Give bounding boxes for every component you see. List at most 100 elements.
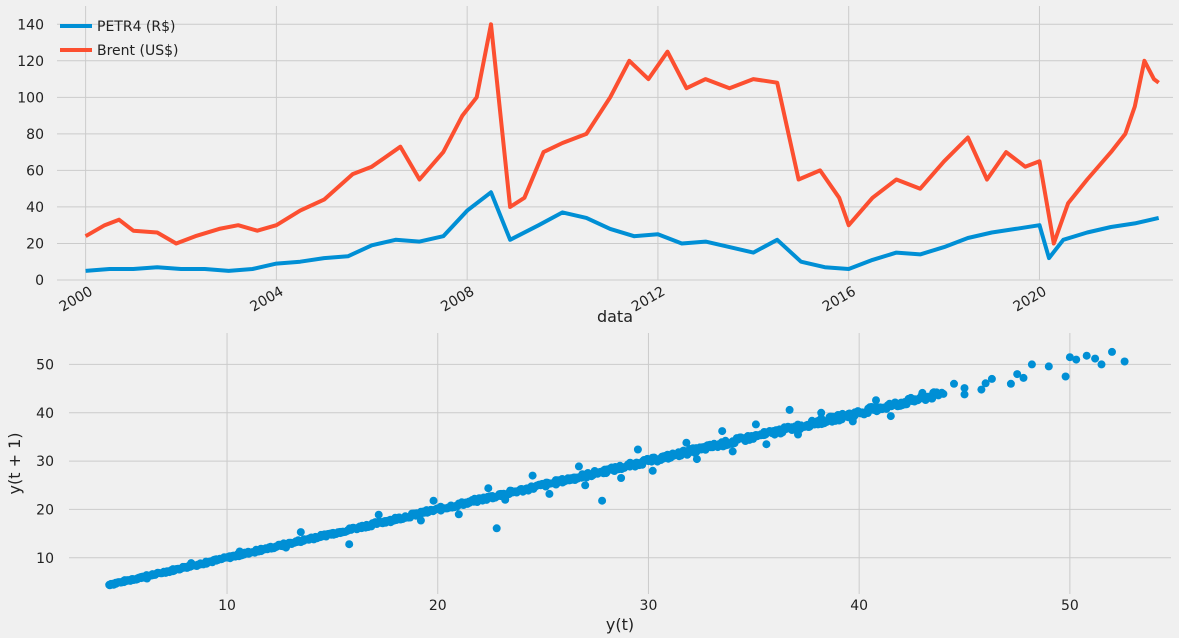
- scatter-point: [751, 420, 760, 429]
- scatter-point: [244, 548, 253, 557]
- scatter-point: [545, 489, 554, 498]
- scatter-point: [117, 578, 126, 587]
- scatter-point: [633, 445, 642, 454]
- scatter-point: [718, 427, 727, 436]
- scatter-point: [1091, 354, 1100, 363]
- scatter-point: [1120, 357, 1129, 366]
- scatter-point: [497, 489, 505, 498]
- scatter-point: [648, 466, 657, 475]
- y-tick-label: 80: [26, 127, 44, 143]
- y-tick-label: 40: [26, 200, 44, 216]
- y-tick-label: 100: [17, 90, 44, 106]
- scatter-point: [1082, 351, 1091, 360]
- scatter-point: [987, 374, 996, 383]
- scatter-point: [728, 447, 737, 456]
- scatter-point: [412, 509, 421, 518]
- scatter-point: [159, 567, 168, 576]
- scatter-point: [223, 553, 231, 562]
- x-tick-label: 2012: [629, 284, 668, 316]
- scatter-point: [423, 507, 432, 516]
- scatter-point: [328, 529, 337, 538]
- scatter-point: [770, 427, 779, 436]
- legend-label: PETR4 (R$): [97, 19, 175, 35]
- scatter-point: [848, 417, 857, 426]
- scatter-point: [872, 396, 880, 405]
- x-tick-label: 2016: [820, 284, 859, 316]
- scatter-point: [345, 540, 354, 549]
- scatter-point: [212, 556, 221, 565]
- scatter-point: [623, 461, 632, 470]
- y-tick-label: 60: [26, 163, 44, 179]
- x-axis-label: data: [597, 307, 633, 326]
- x-tick-label: 50: [1061, 598, 1079, 614]
- scatter-point: [794, 430, 802, 439]
- scatter-point: [402, 513, 411, 522]
- scatter-point: [960, 390, 969, 399]
- scatter-point: [282, 543, 290, 552]
- y-tick-label: 0: [35, 273, 44, 289]
- scatter-point: [897, 398, 906, 407]
- scatter-point: [501, 495, 510, 504]
- scatter-point: [444, 503, 453, 512]
- scatter-points: [105, 347, 1129, 590]
- scatter-point: [1006, 379, 1015, 388]
- scatter-point: [128, 575, 137, 583]
- scatter-point: [823, 416, 832, 425]
- scatter-point: [581, 481, 590, 490]
- scatter-point: [602, 465, 611, 474]
- scatter-point: [374, 510, 383, 519]
- scatter-point: [749, 432, 758, 441]
- scatter-point: [791, 423, 800, 432]
- scatter-point: [612, 464, 621, 473]
- scatter-point: [187, 559, 196, 568]
- lag-plot: 10 20 30 40 50 10 20 30 40 50 y(t) y(t + 1): [5, 333, 1171, 634]
- x-tick-label: 2020: [1011, 284, 1050, 316]
- scatter-point: [802, 421, 811, 430]
- scatter-point: [1108, 347, 1116, 356]
- scatter-point: [1061, 372, 1070, 381]
- scatter-point: [307, 533, 316, 542]
- x-tick-label: 2000: [57, 284, 96, 316]
- scatter-point: [570, 473, 579, 482]
- scatter-point: [170, 566, 179, 575]
- price-chart: 0 20 40 60 80 100 120 140 2000 2004 2008 2012 2016 20…: [17, 6, 1173, 326]
- y-tick-label: 20: [26, 236, 44, 252]
- scatter-point: [492, 524, 501, 533]
- scatter-point: [518, 485, 526, 494]
- scatter-point: [762, 440, 771, 449]
- scatter-point: [834, 413, 843, 422]
- scatter-point: [918, 388, 927, 397]
- scatter-point: [655, 455, 663, 464]
- scatter-point: [528, 471, 537, 480]
- top-gridlines: [57, 6, 1173, 281]
- scatter-point: [981, 379, 990, 388]
- scatter-point: [465, 497, 474, 506]
- legend: PETR4 (R$) Brent (US$): [60, 19, 178, 59]
- scatter-point: [360, 522, 368, 531]
- scatter-point: [950, 379, 958, 388]
- scatter-point: [349, 523, 358, 532]
- y-tick-label: 140: [17, 17, 44, 33]
- scatter-point: [844, 410, 853, 419]
- y-tick-label: 120: [17, 54, 44, 70]
- scatter-point: [507, 488, 516, 497]
- scatter-point: [718, 440, 727, 449]
- scatter-point: [143, 574, 151, 583]
- scatter-point: [813, 417, 821, 426]
- scatter-point: [296, 537, 305, 546]
- x-tick-label: 20: [429, 598, 447, 614]
- scatter-point: [454, 510, 463, 519]
- scatter-point: [682, 438, 691, 447]
- series-line-brent: [84, 22, 1160, 246]
- x-axis-label: y(t): [606, 615, 634, 634]
- scatter-point: [707, 441, 716, 450]
- scatter-point: [1072, 355, 1081, 364]
- scatter-point: [1065, 353, 1074, 362]
- scatter-point: [697, 445, 706, 454]
- scatter-point: [633, 459, 642, 467]
- scatter-point: [865, 406, 874, 415]
- scatter-point: [876, 403, 885, 412]
- scatter-point: [886, 412, 895, 421]
- scatter-point: [1013, 370, 1022, 379]
- scatter-point: [644, 457, 653, 466]
